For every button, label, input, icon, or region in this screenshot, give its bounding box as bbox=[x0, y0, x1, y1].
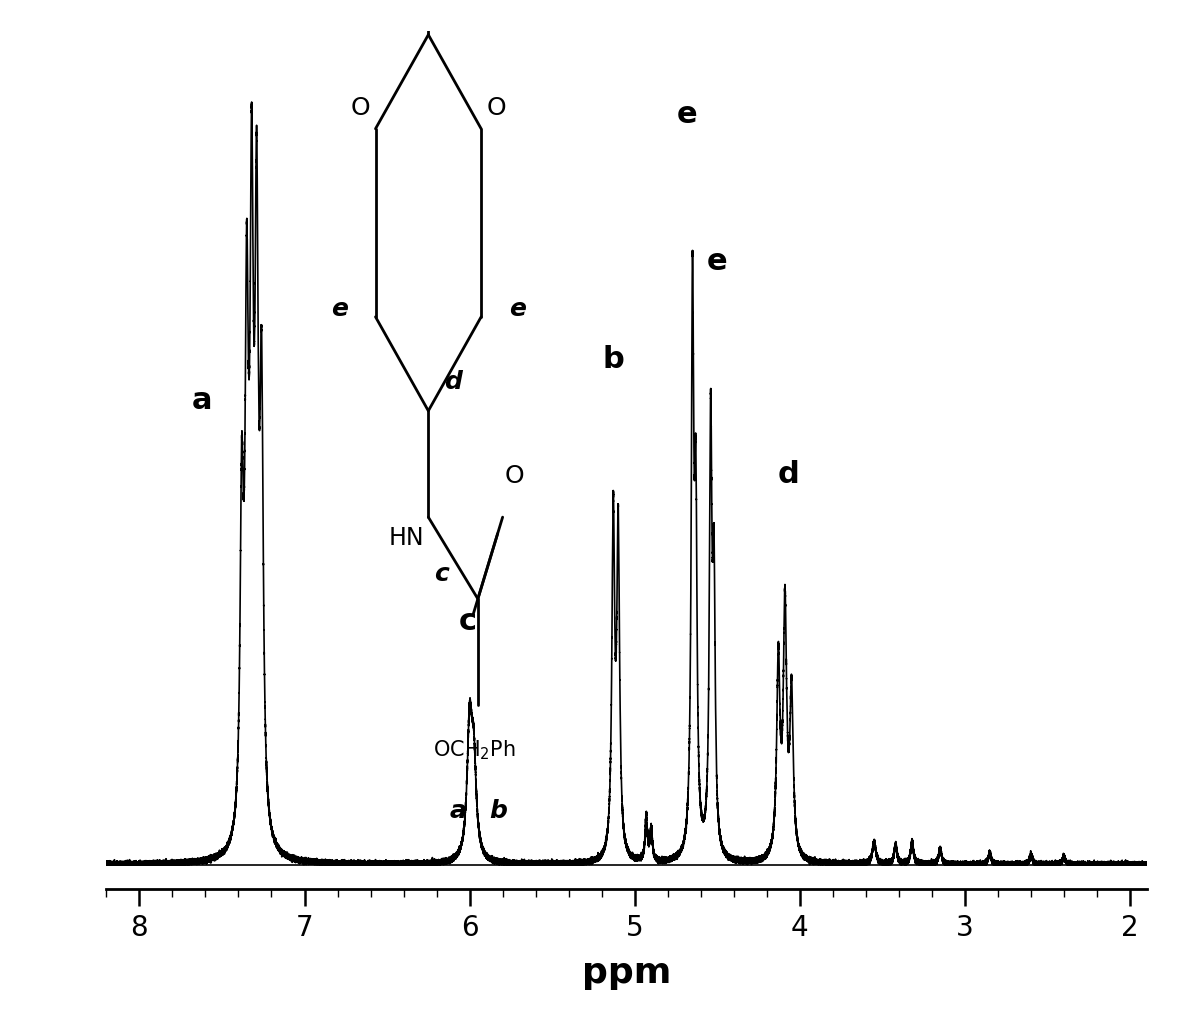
Text: O: O bbox=[486, 96, 506, 121]
Text: d: d bbox=[444, 370, 462, 394]
Text: OCH$_2$Ph: OCH$_2$Ph bbox=[433, 738, 517, 762]
Text: O: O bbox=[505, 464, 524, 489]
Text: HN: HN bbox=[389, 525, 424, 550]
X-axis label: ppm: ppm bbox=[582, 956, 671, 990]
Text: b: b bbox=[488, 799, 507, 824]
Text: e: e bbox=[677, 100, 697, 129]
Text: a: a bbox=[449, 799, 467, 824]
Text: c: c bbox=[434, 562, 449, 587]
Text: e: e bbox=[707, 247, 728, 276]
Text: e: e bbox=[509, 296, 526, 321]
Text: d: d bbox=[778, 460, 799, 489]
Text: a: a bbox=[191, 386, 213, 415]
Text: O: O bbox=[351, 96, 370, 121]
Text: e: e bbox=[331, 296, 348, 321]
Text: b: b bbox=[603, 345, 624, 374]
Text: c: c bbox=[459, 607, 478, 636]
